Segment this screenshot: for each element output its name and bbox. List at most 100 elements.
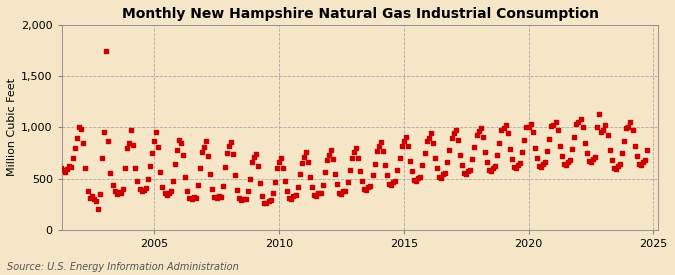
Point	[590, 155, 601, 159]
Point	[230, 173, 240, 178]
Point	[529, 146, 540, 150]
Point	[359, 187, 370, 191]
Point	[273, 160, 284, 164]
Point	[471, 132, 482, 137]
Point	[325, 148, 336, 152]
Point	[604, 148, 615, 152]
Point	[225, 139, 236, 144]
Point	[340, 189, 351, 193]
Point	[246, 160, 257, 164]
Point	[552, 128, 563, 133]
Point	[563, 160, 574, 164]
Point	[242, 189, 253, 193]
Point	[132, 178, 143, 183]
Point	[356, 178, 367, 183]
Point	[515, 161, 526, 165]
Point	[223, 144, 234, 148]
Point	[296, 161, 307, 165]
Point	[373, 144, 384, 148]
Point	[506, 157, 517, 161]
Point	[483, 168, 494, 172]
Point	[538, 162, 549, 166]
Point	[610, 167, 621, 172]
Point	[76, 127, 86, 131]
Point	[146, 151, 157, 155]
Point	[122, 146, 132, 150]
Point	[288, 194, 299, 198]
Point	[465, 168, 476, 172]
Point	[313, 191, 324, 195]
Point	[277, 166, 288, 170]
Point	[542, 149, 553, 153]
Point	[244, 176, 255, 181]
Point	[182, 189, 193, 193]
Point	[252, 164, 263, 169]
Point	[53, 158, 64, 162]
Point	[627, 128, 638, 133]
Point	[217, 183, 228, 188]
Point	[642, 148, 653, 152]
Point	[140, 186, 151, 190]
Point	[621, 126, 632, 131]
Point	[151, 130, 161, 135]
Point	[448, 131, 459, 136]
Point	[438, 172, 449, 177]
Point	[631, 154, 642, 158]
Point	[394, 156, 405, 160]
Point	[61, 167, 72, 172]
Point	[284, 196, 295, 200]
Point	[598, 128, 609, 133]
Point	[259, 201, 270, 205]
Point	[371, 149, 382, 153]
Point	[136, 189, 147, 193]
Point	[436, 175, 447, 180]
Point	[525, 122, 536, 127]
Point	[458, 171, 469, 176]
Point	[192, 183, 203, 187]
Point	[517, 150, 528, 154]
Point	[573, 120, 584, 124]
Point	[386, 183, 397, 187]
Point	[617, 151, 628, 155]
Point	[429, 156, 440, 160]
Point	[423, 135, 434, 140]
Point	[338, 189, 349, 193]
Point	[196, 150, 207, 154]
Point	[363, 185, 374, 189]
Point	[569, 134, 580, 139]
Point	[51, 161, 61, 165]
Point	[381, 173, 392, 178]
Point	[531, 156, 542, 160]
Point	[101, 48, 111, 53]
Point	[176, 141, 186, 145]
Y-axis label: Million Cubic Feet: Million Cubic Feet	[7, 78, 17, 176]
Point	[300, 150, 311, 154]
Point	[421, 138, 432, 143]
Point	[261, 201, 272, 205]
Point	[342, 179, 353, 184]
Point	[608, 166, 619, 170]
Point	[452, 138, 463, 142]
Point	[148, 138, 159, 143]
Point	[535, 165, 546, 169]
Point	[375, 139, 386, 144]
Point	[402, 144, 413, 148]
Point	[585, 160, 596, 164]
Point	[492, 153, 503, 157]
Point	[346, 156, 357, 160]
Point	[523, 125, 534, 130]
Point	[583, 159, 594, 163]
Point	[577, 125, 588, 130]
Point	[161, 193, 172, 197]
Point	[521, 125, 532, 130]
Point	[567, 147, 578, 151]
Point	[502, 131, 513, 136]
Point	[415, 174, 426, 179]
Point	[219, 165, 230, 169]
Point	[304, 174, 315, 179]
Point	[211, 196, 222, 200]
Point	[49, 151, 59, 155]
Point	[496, 128, 507, 133]
Point	[348, 150, 359, 154]
Point	[263, 199, 274, 203]
